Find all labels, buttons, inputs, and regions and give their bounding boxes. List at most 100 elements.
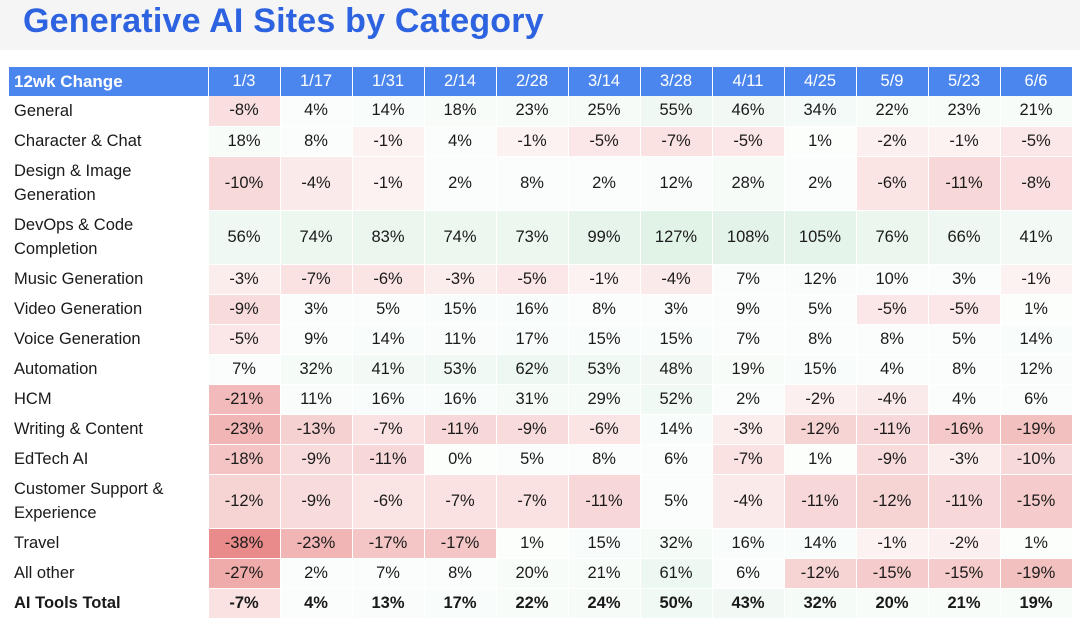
heatmap-cell: 74% — [280, 210, 353, 265]
heatmap-cell: -8% — [208, 96, 281, 127]
heatmap-cell: 13% — [352, 588, 425, 619]
heatmap-cell: 2% — [424, 156, 497, 211]
heatmap-cell: -17% — [352, 528, 425, 559]
heatmap-cell: 1% — [1000, 294, 1073, 325]
table-row: Travel -38% -23% -17% -17% 1% 15% 32% 16% 14% -1% -… — [9, 528, 1073, 559]
heatmap-cell: -11% — [928, 156, 1001, 211]
heatmap-cell: 9% — [280, 324, 353, 355]
column-header: 1/31 — [352, 67, 425, 96]
header-row: 12wk Change 1/3 1/17 1/31 2/14 2/28 3/14 3/28 4/… — [9, 67, 1073, 96]
heatmap-cell: 2% — [568, 156, 641, 211]
heatmap-cell: 23% — [496, 96, 569, 127]
heatmap-cell: 16% — [352, 384, 425, 415]
heatmap-cell: 20% — [496, 558, 569, 589]
heatmap-cell: -23% — [280, 528, 353, 559]
heatmap-cell: -13% — [280, 414, 353, 445]
heatmap-table: 12wk Change 1/3 1/17 1/31 2/14 2/28 3/14 3/28 4/… — [9, 67, 1073, 619]
row-label: Design & Image Generation — [9, 156, 209, 211]
heatmap-cell: 19% — [1000, 588, 1073, 619]
heatmap-cell: 18% — [208, 126, 281, 157]
heatmap-cell: 9% — [712, 294, 785, 325]
column-header: 6/6 — [1000, 67, 1073, 96]
row-label: All other — [9, 558, 209, 589]
heatmap-cell: 17% — [424, 588, 497, 619]
heatmap-cell: -10% — [208, 156, 281, 211]
heatmap-cell: 21% — [928, 588, 1001, 619]
heatmap-cell: 5% — [784, 294, 857, 325]
table-row: Automation 7% 32% 41% 53% 62% 53% 48% 19% 15% 4% 8%… — [9, 354, 1073, 385]
heatmap-cell: -12% — [208, 474, 281, 529]
heatmap-cell: 8% — [568, 294, 641, 325]
heatmap-cell: 0% — [424, 444, 497, 475]
column-header: 2/28 — [496, 67, 569, 96]
heatmap-cell: -6% — [352, 264, 425, 295]
heatmap-cell: 1% — [784, 126, 857, 157]
heatmap-cell: 23% — [928, 96, 1001, 127]
heatmap-cell: 16% — [496, 294, 569, 325]
heatmap-cell: -3% — [928, 444, 1001, 475]
heatmap-cell: -38% — [208, 528, 281, 559]
table-row: Music Generation -3% -7% -6% -3% -5% -1% -4% 7% 1… — [9, 264, 1073, 295]
heatmap-cell: -9% — [280, 474, 353, 529]
column-header: 4/25 — [784, 67, 857, 96]
row-label: Writing & Content — [9, 414, 209, 445]
heatmap-cell: 11% — [280, 384, 353, 415]
heatmap-cell: 21% — [568, 558, 641, 589]
heatmap-cell: 14% — [1000, 324, 1073, 355]
heatmap-cell: -6% — [568, 414, 641, 445]
heatmap-cell: 4% — [928, 384, 1001, 415]
heatmap-cell: 2% — [784, 156, 857, 211]
table-row: AI Tools Total -7% 4% 13% 17% 22% 24% 50% 43% 32%… — [9, 588, 1073, 619]
heatmap-cell: 12% — [640, 156, 713, 211]
heatmap-cell: -11% — [856, 414, 929, 445]
heatmap-cell: 10% — [856, 264, 929, 295]
heatmap-cell: 22% — [496, 588, 569, 619]
heatmap-cell: -1% — [352, 126, 425, 157]
heatmap-cell: 14% — [352, 324, 425, 355]
heatmap-cell: -7% — [208, 588, 281, 619]
heatmap-cell: 12% — [784, 264, 857, 295]
heatmap-cell: -19% — [1000, 414, 1073, 445]
heatmap-cell: -4% — [280, 156, 353, 211]
heatmap-cell: 76% — [856, 210, 929, 265]
row-label: Customer Support & Experience — [9, 474, 209, 529]
heatmap-cell: -18% — [208, 444, 281, 475]
table-row: Voice Generation -5% 9% 14% 11% 17% 15% 15% 7% 8%… — [9, 324, 1073, 355]
heatmap-cell: 74% — [424, 210, 497, 265]
heatmap-cell: 5% — [928, 324, 1001, 355]
heatmap-cell: -7% — [424, 474, 497, 529]
heatmap-cell: 18% — [424, 96, 497, 127]
heatmap-cell: -7% — [640, 126, 713, 157]
heatmap-cell: 16% — [424, 384, 497, 415]
heatmap-cell: 4% — [280, 588, 353, 619]
heatmap-cell: -11% — [352, 444, 425, 475]
heatmap-cell: 66% — [928, 210, 1001, 265]
heatmap-cell: -1% — [856, 528, 929, 559]
heatmap-cell: 14% — [352, 96, 425, 127]
column-header: 4/11 — [712, 67, 785, 96]
table-row: Design & Image Generation -10% -4% -1% 2% 8% 2… — [9, 156, 1073, 211]
heatmap-cell: -12% — [784, 558, 857, 589]
heatmap-cell: -9% — [208, 294, 281, 325]
heatmap-cell: 41% — [1000, 210, 1073, 265]
heatmap-cell: -3% — [208, 264, 281, 295]
heatmap-cell: -3% — [712, 414, 785, 445]
heatmap-cell: -1% — [928, 126, 1001, 157]
heatmap-cell: 73% — [496, 210, 569, 265]
heatmap-cell: -11% — [568, 474, 641, 529]
heatmap-cell: 21% — [1000, 96, 1073, 127]
row-label: Automation — [9, 354, 209, 385]
heatmap-cell: -5% — [712, 126, 785, 157]
heatmap-cell: -4% — [712, 474, 785, 529]
heatmap-cell: -23% — [208, 414, 281, 445]
heatmap-cell: 43% — [712, 588, 785, 619]
heatmap-cell: -12% — [856, 474, 929, 529]
heatmap-cell: -7% — [280, 264, 353, 295]
header-label: 12wk Change — [9, 67, 209, 96]
table-row: Video Generation -9% 3% 5% 15% 16% 8% 3% 9% 5% -5%… — [9, 294, 1073, 325]
heatmap-cell: 16% — [712, 528, 785, 559]
heatmap-cell: -7% — [352, 414, 425, 445]
heatmap-cell: -11% — [424, 414, 497, 445]
heatmap-cell: 22% — [856, 96, 929, 127]
column-header: 5/9 — [856, 67, 929, 96]
